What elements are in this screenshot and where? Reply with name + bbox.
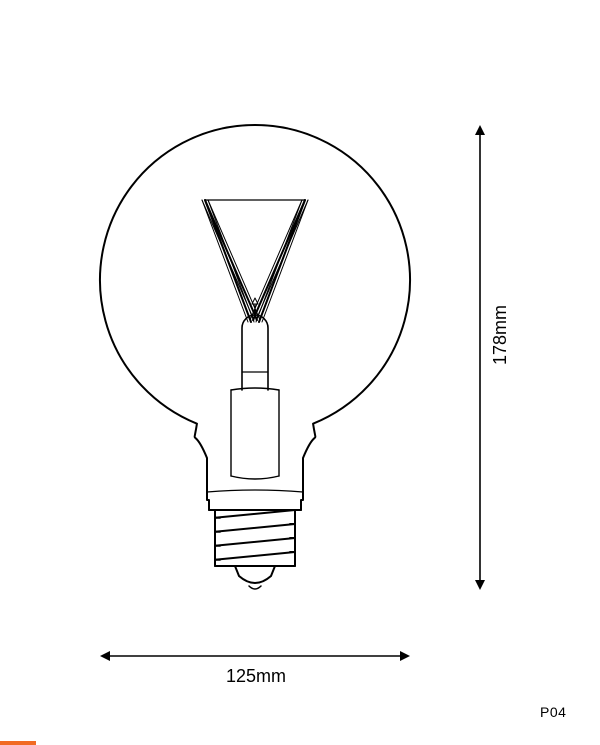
- width-dimension-label: 125mm: [226, 666, 286, 687]
- technical-diagram: 178mm 125mm P04: [0, 0, 600, 745]
- height-dimension-label: 178mm: [490, 305, 511, 365]
- product-code-label: P04: [540, 704, 566, 720]
- bulb-svg: [0, 0, 600, 745]
- thumbnail-indicator: [0, 741, 36, 745]
